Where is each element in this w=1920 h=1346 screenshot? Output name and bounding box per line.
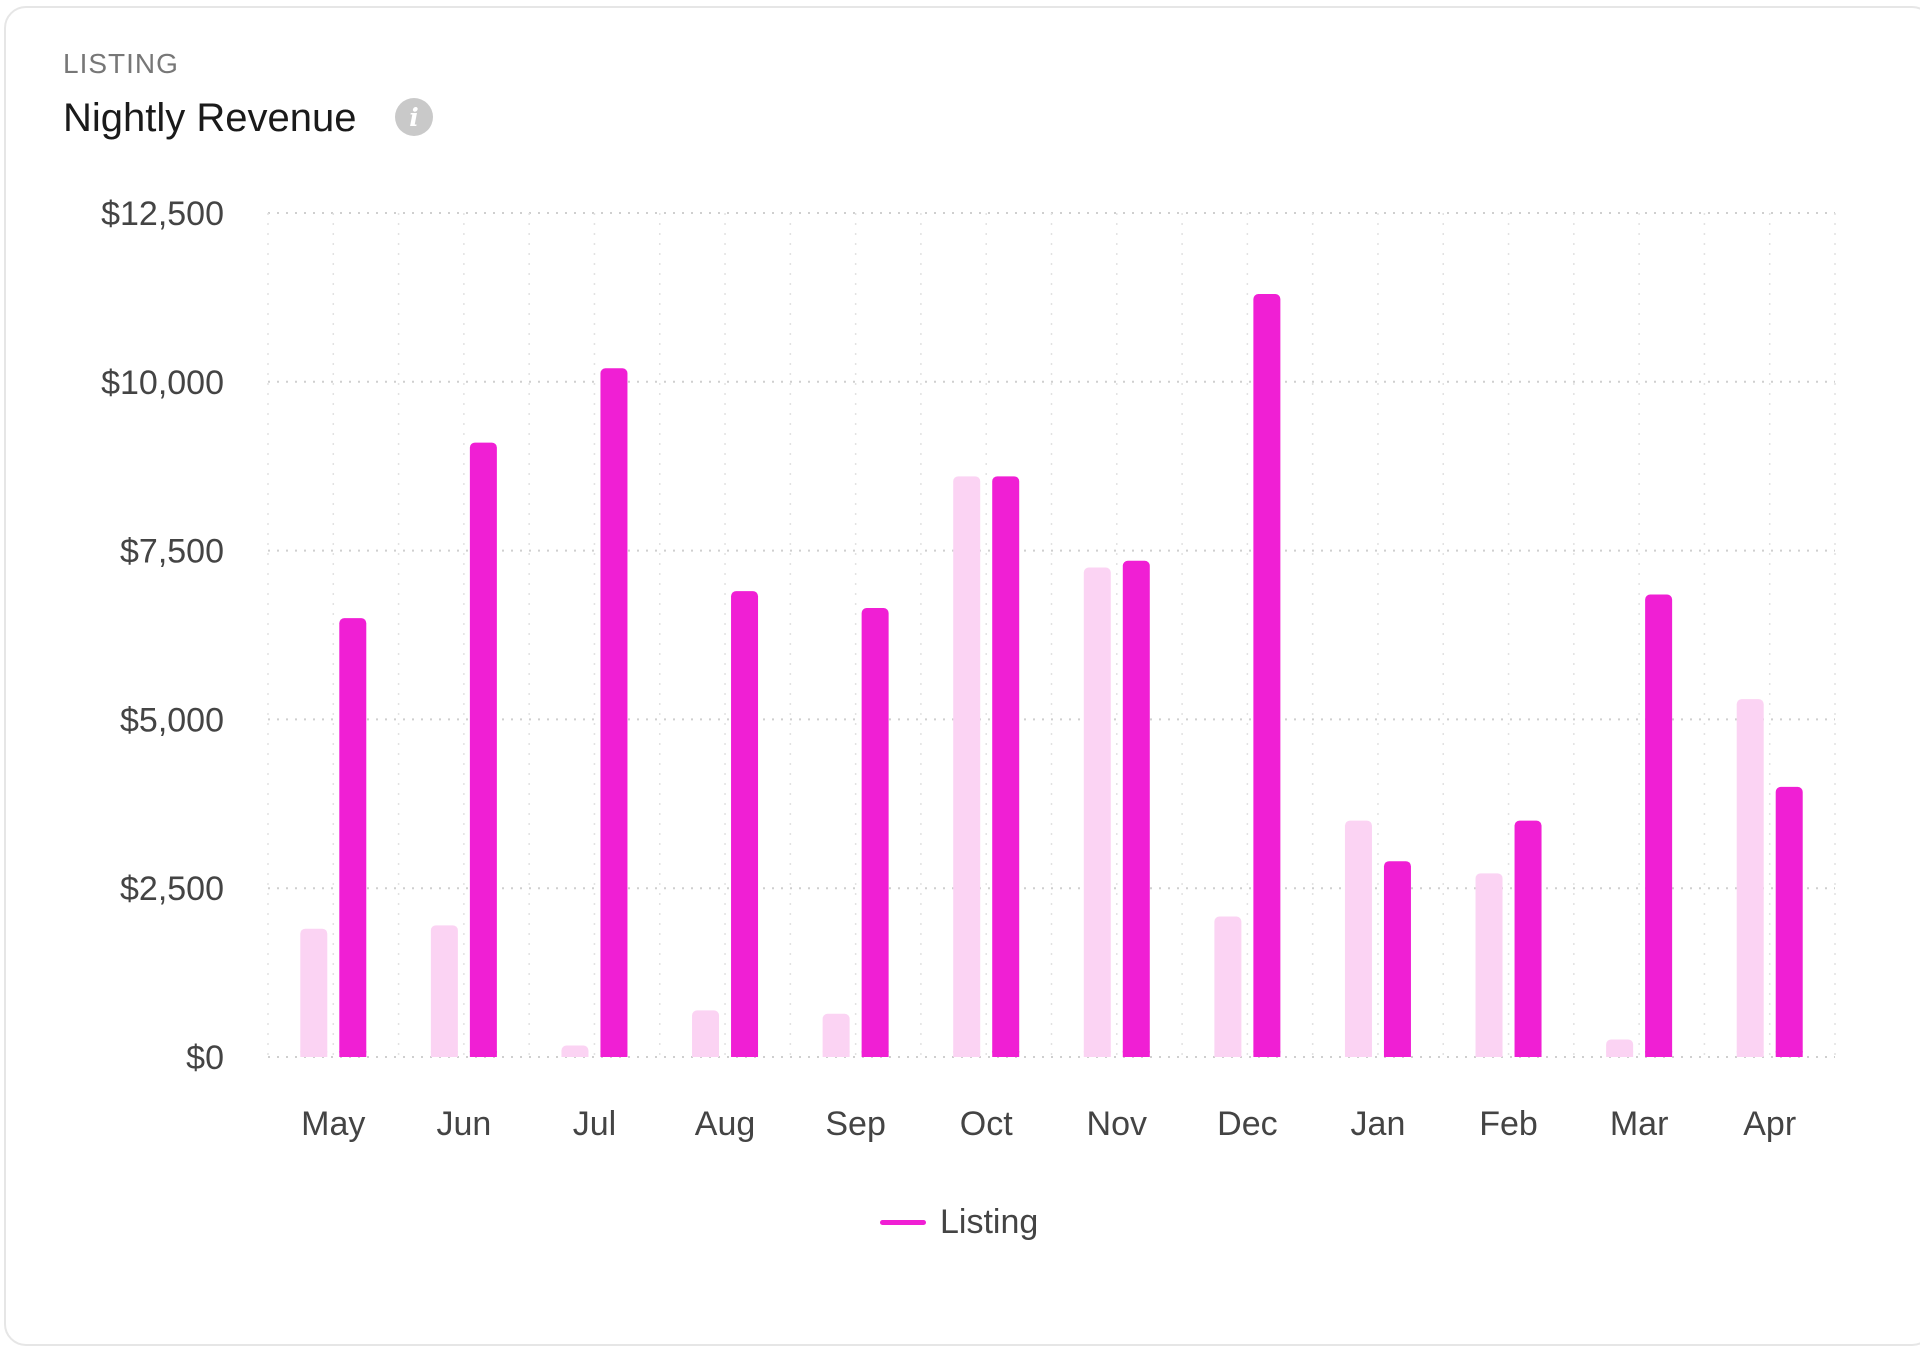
x-tick-label: Dec (1217, 1105, 1277, 1143)
y-tick-label: $2,500 (120, 870, 224, 908)
legend-label: Listing (940, 1203, 1039, 1241)
x-tick-label: Apr (1743, 1105, 1796, 1143)
bar-base-may-0 (300, 1051, 328, 1057)
bar-secondary-nov[interactable] (1083, 567, 1111, 1057)
bar-base-jan-0 (1344, 1051, 1372, 1057)
y-tick-label: $7,500 (120, 533, 224, 571)
bar-base-oct-1 (992, 1051, 1020, 1057)
bar-base-jul-1 (600, 1051, 628, 1057)
bar-base-mar-0 (1606, 1051, 1634, 1057)
y-tick-label: $5,000 (120, 701, 224, 739)
bar-secondary-apr[interactable] (1736, 699, 1764, 1057)
bar-listing-aug[interactable] (731, 591, 759, 1057)
chart-title: Nightly Revenue (63, 96, 357, 140)
bar-base-nov-1 (1122, 1051, 1150, 1057)
bar-listing-apr[interactable] (1775, 786, 1803, 1057)
bar-listing-jan[interactable] (1383, 861, 1411, 1057)
bar-base-oct-0 (953, 1051, 981, 1057)
bar-base-may-1 (339, 1051, 367, 1057)
bar-secondary-jun[interactable] (430, 925, 458, 1057)
y-tick-label: $12,500 (101, 195, 224, 233)
bar-listing-sep[interactable] (861, 607, 889, 1057)
bar-listing-jun[interactable] (469, 442, 497, 1057)
bar-secondary-sep[interactable] (822, 1013, 850, 1057)
bar-listing-oct[interactable] (992, 476, 1020, 1057)
bar-listing-feb[interactable] (1514, 820, 1542, 1057)
x-tick-label: Jun (436, 1105, 491, 1143)
bar-base-aug-0 (692, 1051, 720, 1057)
x-tick-label: Nov (1087, 1105, 1147, 1143)
bar-base-apr-1 (1775, 1051, 1803, 1057)
bar-base-jan-1 (1383, 1051, 1411, 1057)
bar-base-sep-1 (861, 1051, 889, 1057)
y-tick-label: $0 (186, 1039, 224, 1077)
legend-swatch (880, 1220, 926, 1225)
bar-base-feb-0 (1475, 1051, 1503, 1057)
legend[interactable]: Listing (880, 1203, 1038, 1242)
x-tick-label: Jul (573, 1105, 616, 1143)
bars (300, 294, 1803, 1057)
x-tick-label: Jan (1351, 1105, 1406, 1143)
bar-base-mar-1 (1645, 1051, 1673, 1057)
y-tick-label: $10,000 (101, 364, 224, 402)
bar-base-jul-0 (561, 1051, 589, 1057)
y-axis-ticks: $0 $2,500 $5,000 $7,500 $10,000 $12,500 (101, 195, 224, 1077)
bar-base-jun-1 (469, 1051, 497, 1057)
bar-base-feb-1 (1514, 1051, 1542, 1057)
bar-base-aug-1 (731, 1051, 759, 1057)
x-tick-label: Mar (1610, 1105, 1669, 1143)
bar-base-dec-0 (1214, 1051, 1242, 1057)
bar-base-dec-1 (1253, 1051, 1281, 1057)
info-icon[interactable]: i (395, 98, 433, 136)
x-tick-label: Aug (695, 1105, 756, 1143)
bar-secondary-may[interactable] (300, 928, 328, 1057)
bar-secondary-oct[interactable] (953, 476, 981, 1057)
card-overline: LISTING (63, 48, 179, 79)
bar-secondary-aug[interactable] (692, 1010, 720, 1057)
bar-secondary-jan[interactable] (1344, 820, 1372, 1057)
bar-base-nov-0 (1083, 1051, 1111, 1057)
x-tick-label: Sep (825, 1105, 886, 1143)
bar-base-jun-0 (430, 1051, 458, 1057)
bar-base-sep-0 (822, 1051, 850, 1057)
bar-base-apr-0 (1736, 1051, 1764, 1057)
bar-listing-may[interactable] (339, 618, 367, 1057)
bar-listing-dec[interactable] (1253, 294, 1281, 1057)
bar-listing-nov[interactable] (1122, 560, 1150, 1057)
x-tick-label: Oct (960, 1105, 1013, 1143)
x-tick-label: May (301, 1105, 365, 1143)
grid (267, 212, 1836, 1058)
bar-secondary-feb[interactable] (1475, 873, 1503, 1057)
bar-listing-jul[interactable] (600, 368, 628, 1057)
x-axis-ticks: May Jun Jul Aug Sep Oct Nov Dec Jan Feb Mar Apr (301, 1105, 1796, 1143)
bar-secondary-dec[interactable] (1214, 916, 1242, 1057)
x-tick-label: Feb (1479, 1105, 1538, 1143)
bar-listing-mar[interactable] (1645, 594, 1673, 1057)
